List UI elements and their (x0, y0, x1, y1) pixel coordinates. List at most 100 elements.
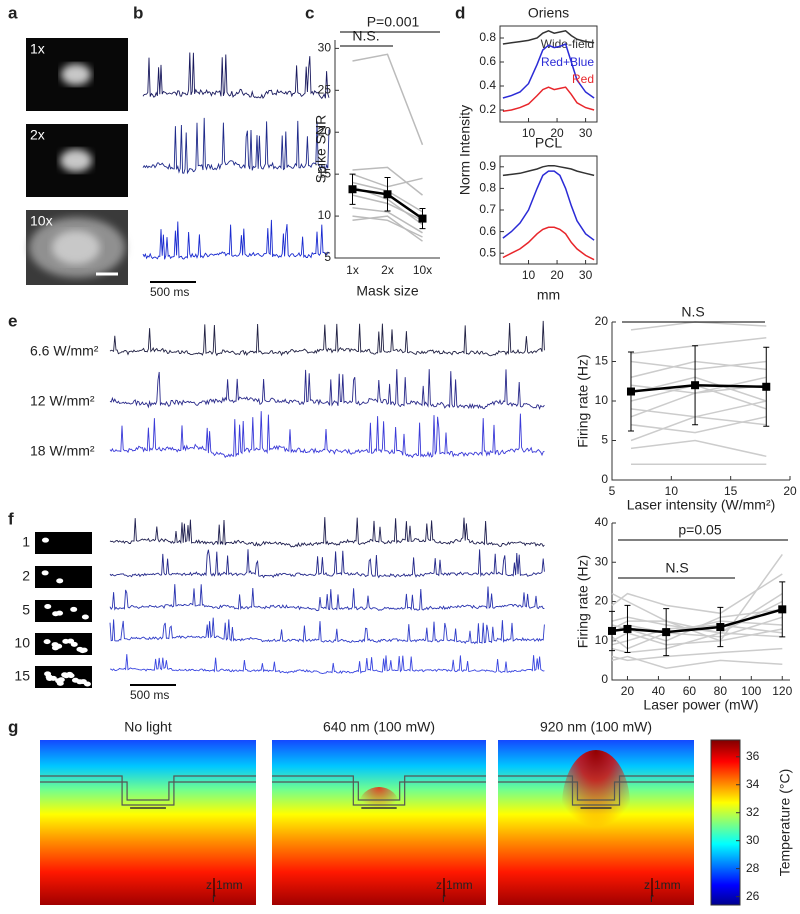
series-line (502, 226, 595, 261)
colorbar-tick-label: 36 (746, 749, 760, 763)
y-tick-label: 0.6 (479, 224, 496, 238)
significance-label: p=0.05 (678, 522, 721, 538)
colorbar-tick-label: 34 (746, 777, 760, 791)
roi-mask (35, 566, 92, 588)
roi-blob (41, 570, 49, 576)
voltage-trace (109, 584, 545, 612)
roi-count: 5 (22, 602, 30, 618)
y-tick-label: 0.8 (479, 181, 496, 195)
voltage-trace (142, 117, 330, 175)
series-line (352, 166, 423, 196)
y-tick-label: 20 (595, 314, 609, 328)
y-axis-label: Temperature (°C) (777, 769, 793, 877)
series-line (352, 53, 424, 146)
colorbar-tick-label: 28 (746, 861, 760, 875)
roi-blob (81, 614, 89, 620)
y-axis-label: Firing rate (Hz) (575, 555, 591, 648)
roi-count: 10 (14, 635, 30, 651)
time-scale-label: 500 ms (150, 285, 189, 299)
series-line (502, 86, 595, 112)
roi-blob (62, 638, 70, 644)
y-tick-label: 15 (318, 166, 332, 180)
intensity-label: 6.6 W/mm² (30, 343, 99, 359)
voltage-trace (142, 219, 330, 260)
series-line (502, 164, 595, 177)
axis-z: z (436, 878, 442, 892)
x-tick-label: 10 (522, 126, 536, 140)
series-line (630, 337, 767, 355)
x-axis-label: Laser intensity (W/mm²) (627, 497, 776, 513)
y-tick-label: 30 (595, 554, 609, 568)
panel-letter: c (305, 3, 314, 22)
x-tick-label: 80 (714, 684, 728, 698)
axis-z: z (644, 878, 650, 892)
cell-body (61, 63, 91, 86)
plot-frame (499, 25, 598, 123)
roi-count: 15 (14, 668, 30, 684)
intensity-label: 12 W/mm² (30, 393, 95, 409)
panel-letter: d (455, 3, 465, 22)
x-tick-label: 20 (550, 126, 564, 140)
x-tick-label: 30 (579, 268, 593, 282)
chart-title: Oriens (528, 5, 569, 21)
y-tick-label: 0.9 (479, 159, 496, 173)
cell-body (52, 230, 100, 265)
y-tick-label: 0.5 (479, 245, 496, 259)
roi-blob (45, 674, 53, 680)
significance-label: N.S (665, 560, 688, 576)
series-line (611, 647, 783, 662)
data-point (716, 623, 725, 632)
roi-blob (41, 537, 49, 543)
axis-z: z (206, 878, 212, 892)
x-tick-label: 100 (741, 684, 761, 698)
roi-blob (52, 611, 60, 617)
series-line (630, 360, 767, 371)
voltage-trace (109, 369, 545, 411)
y-tick-label: 0.8 (479, 30, 496, 44)
data-point (348, 185, 357, 194)
y-axis-label: Firing rate (Hz) (575, 354, 591, 447)
mask-size-label: 10x (30, 213, 53, 229)
roi-blob (61, 672, 69, 678)
mask-size-label: 2x (30, 127, 45, 143)
voltage-trace (142, 52, 330, 100)
series-line (630, 416, 767, 434)
y-tick-label: 5 (601, 433, 608, 447)
colorbar-tick-label: 26 (746, 889, 760, 903)
data-point (662, 628, 671, 637)
data-point (623, 624, 632, 633)
y-axis-label: Norm Intensity (457, 105, 473, 195)
series-line (611, 573, 783, 615)
data-point (608, 626, 616, 635)
y-tick-label: 20 (595, 594, 609, 608)
series-line (502, 29, 595, 45)
x-axis-label: Mask size (356, 283, 418, 299)
axis-r: r (212, 891, 216, 905)
series-line (352, 215, 423, 242)
panel-letter: b (133, 3, 143, 22)
panel-letter: a (8, 3, 18, 22)
probe-outline (498, 775, 694, 806)
axes (611, 523, 790, 681)
x-tick-label: 10 (522, 268, 536, 282)
legend-entry: Red+Blue (541, 55, 594, 69)
x-tick-label: 10 (665, 484, 679, 498)
significance-label: N.S (681, 304, 704, 320)
series-line (611, 655, 783, 669)
heatmap-title: 640 nm (100 mW) (323, 719, 435, 735)
data-point (626, 387, 635, 396)
cell-body (60, 149, 92, 172)
x-axis-label: mm (537, 287, 560, 303)
roi-blob (56, 680, 64, 686)
data-point (383, 190, 392, 199)
axes (334, 40, 440, 259)
y-tick-label: 30 (318, 41, 332, 55)
x-tick-label: 20 (621, 684, 635, 698)
colorbar (710, 739, 741, 906)
series-line (630, 416, 767, 442)
y-tick-label: 25 (318, 82, 332, 96)
chart-title: PCL (535, 135, 562, 151)
y-tick-label: 10 (595, 633, 609, 647)
y-tick-label: 10 (318, 208, 332, 222)
roi-count: 2 (22, 568, 30, 584)
